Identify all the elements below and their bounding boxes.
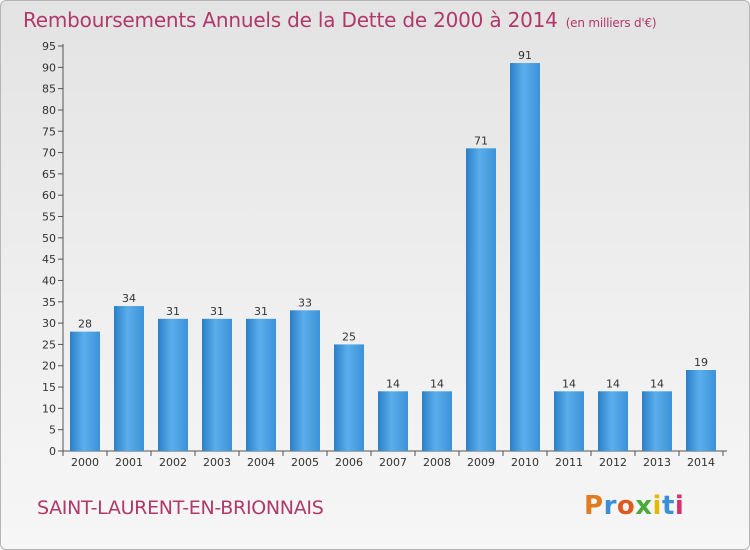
bar-value-label: 91	[518, 49, 532, 62]
bar	[554, 391, 584, 451]
y-tick-label: 75	[42, 125, 56, 138]
chart-title: Remboursements Annuels de la Dette de 20…	[23, 8, 657, 32]
bar	[202, 318, 232, 451]
y-tick-label: 70	[42, 147, 56, 160]
y-tick-label: 85	[42, 83, 56, 96]
logo-letter: t	[661, 491, 675, 521]
y-tick-label: 50	[42, 232, 56, 245]
x-tick-label: 2009	[467, 456, 495, 469]
bar-value-label: 31	[210, 305, 224, 318]
bar-value-label: 25	[342, 330, 356, 343]
y-tick-label: 80	[42, 104, 56, 117]
y-tick-label: 55	[42, 211, 56, 224]
bar-value-label: 14	[606, 377, 620, 390]
commune-name: SAINT-LAURENT-EN-BRIONNAIS	[37, 497, 324, 519]
y-tick-label: 95	[42, 40, 56, 53]
y-tick-label: 90	[42, 61, 56, 74]
x-tick-label: 2007	[379, 456, 407, 469]
bar	[158, 318, 188, 451]
chart-title-text: Remboursements Annuels de la Dette de 20…	[23, 8, 558, 32]
logo-letter: P	[584, 491, 604, 521]
y-tick-label: 45	[42, 253, 56, 266]
bar	[598, 391, 628, 451]
logo-letter: x	[635, 491, 653, 521]
logo-letter: r	[603, 491, 617, 521]
bar	[686, 370, 716, 451]
bar	[422, 391, 452, 451]
bar-value-label: 19	[694, 356, 708, 369]
x-tick-label: 2013	[643, 456, 671, 469]
bar	[466, 148, 496, 451]
bar-value-label: 71	[474, 134, 488, 147]
y-tick-label: 15	[42, 381, 56, 394]
x-tick-label: 2014	[687, 456, 715, 469]
logo-letter: i	[652, 491, 662, 521]
x-tick-label: 2003	[203, 456, 231, 469]
x-axis: 2000 2001 2002 2003 2004 2005 2006 2007 2008 2009…	[62, 450, 727, 469]
bar-value-label: 28	[78, 318, 92, 331]
x-tick-label: 2000	[71, 456, 99, 469]
bar-value-label: 14	[650, 377, 664, 390]
bar-value-label: 34	[122, 292, 136, 305]
y-tick-label: 20	[42, 360, 56, 373]
bar	[246, 318, 276, 451]
x-tick-label: 2002	[159, 456, 187, 469]
bar-value-label: 14	[562, 377, 576, 390]
bar-value-label: 14	[430, 377, 444, 390]
y-tick-label: 40	[42, 274, 56, 287]
bar-value-label: 14	[386, 377, 400, 390]
y-tick-label: 65	[42, 168, 56, 181]
y-tick-label: 25	[42, 338, 56, 351]
bar-value-label: 31	[254, 305, 268, 318]
logo-letter: o	[616, 491, 636, 521]
x-tick-label: 2008	[423, 456, 451, 469]
bar	[290, 310, 320, 451]
x-tick-label: 2005	[291, 456, 319, 469]
x-tick-label: 2011	[555, 456, 583, 469]
chart-unit: (en milliers d'€)	[565, 16, 657, 30]
x-tick-label: 2001	[115, 456, 143, 469]
y-tick-label: 5	[49, 424, 56, 437]
y-tick-label: 10	[42, 402, 56, 415]
bar	[114, 306, 144, 451]
proxiti-logo: Proxiti	[584, 491, 684, 521]
x-tick-label: 2006	[335, 456, 363, 469]
y-tick-label: 60	[42, 189, 56, 202]
bar-value-label: 33	[298, 296, 312, 309]
x-tick-label: 2004	[247, 456, 275, 469]
bar	[642, 391, 672, 451]
x-tick-label: 2010	[511, 456, 539, 469]
x-tick-label: 2012	[599, 456, 627, 469]
logo-letter: i	[674, 491, 685, 521]
y-tick-label: 30	[42, 317, 56, 330]
y-tick-label: 35	[42, 296, 56, 309]
bar	[334, 344, 364, 451]
bar-value-label: 31	[166, 305, 180, 318]
y-tick-label: 0	[49, 445, 56, 458]
bar	[510, 63, 540, 451]
bars: 28 34 31 31 31 33 25 14 14 71 91 14 14 14 19	[70, 49, 716, 451]
bar	[70, 331, 100, 451]
y-axis: 0 5 10 15 20 25 30 35 40 45 50 55 60 65 70 75 80 85 90 95	[42, 40, 64, 458]
bar	[378, 391, 408, 451]
